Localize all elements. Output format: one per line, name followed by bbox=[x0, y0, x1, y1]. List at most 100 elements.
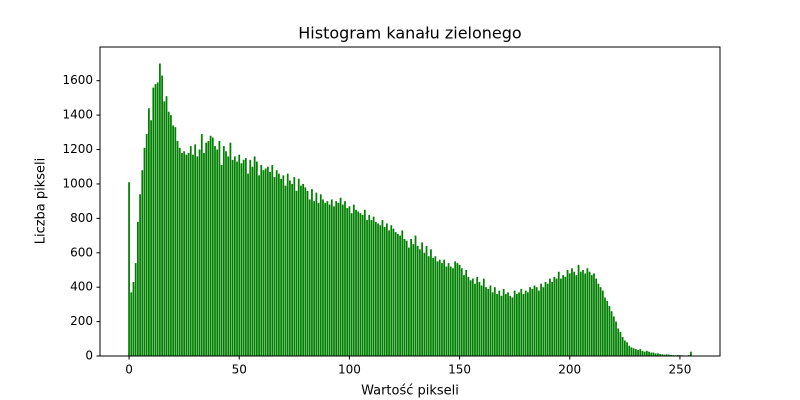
bar bbox=[189, 146, 192, 356]
bar bbox=[634, 349, 637, 356]
bar bbox=[322, 199, 324, 356]
bar bbox=[546, 283, 549, 356]
bar bbox=[313, 201, 316, 356]
bar bbox=[654, 353, 657, 356]
bar bbox=[240, 163, 243, 356]
x-tick-label: 150 bbox=[448, 363, 471, 377]
bar bbox=[273, 177, 276, 356]
bar bbox=[385, 223, 388, 356]
bar bbox=[381, 220, 384, 356]
bar bbox=[236, 161, 238, 356]
bar bbox=[564, 276, 567, 356]
bar bbox=[661, 354, 664, 356]
bar bbox=[432, 257, 435, 356]
bar bbox=[582, 269, 584, 356]
y-tick-label: 400 bbox=[70, 280, 93, 294]
bar bbox=[403, 239, 406, 356]
bar bbox=[141, 170, 144, 356]
bar bbox=[414, 235, 417, 356]
bar bbox=[163, 101, 166, 356]
bar bbox=[690, 351, 692, 356]
bar bbox=[300, 185, 302, 356]
y-tick-label: 600 bbox=[70, 245, 93, 259]
bar bbox=[626, 342, 628, 356]
bar bbox=[269, 171, 271, 356]
bar bbox=[584, 273, 587, 356]
bar bbox=[383, 226, 386, 356]
bar bbox=[599, 287, 602, 356]
bar bbox=[352, 204, 355, 356]
bar bbox=[652, 352, 655, 356]
bar bbox=[597, 283, 600, 356]
bar bbox=[476, 276, 479, 356]
bar bbox=[271, 165, 274, 356]
bar bbox=[185, 154, 188, 356]
bar bbox=[608, 306, 611, 356]
bar bbox=[474, 283, 476, 356]
bar bbox=[485, 287, 487, 356]
bar bbox=[355, 209, 357, 356]
bar bbox=[304, 187, 307, 356]
bar bbox=[520, 288, 523, 356]
bar bbox=[436, 261, 439, 356]
bar bbox=[341, 204, 344, 356]
bar bbox=[412, 244, 415, 356]
bar bbox=[577, 264, 580, 356]
bar bbox=[623, 340, 626, 356]
bar bbox=[489, 285, 492, 356]
bar bbox=[368, 214, 371, 356]
bar bbox=[612, 316, 615, 356]
bar bbox=[249, 159, 252, 356]
bar bbox=[284, 185, 287, 356]
bar bbox=[222, 146, 225, 356]
bar bbox=[238, 154, 241, 356]
bar bbox=[372, 216, 375, 356]
bar bbox=[500, 295, 503, 356]
bar bbox=[350, 213, 353, 356]
bar bbox=[645, 350, 648, 356]
bar bbox=[339, 197, 342, 356]
bar bbox=[478, 282, 481, 356]
bar bbox=[262, 170, 265, 356]
bar bbox=[560, 278, 562, 356]
bar bbox=[260, 165, 263, 356]
bar bbox=[306, 190, 309, 356]
bar bbox=[289, 180, 291, 356]
bar bbox=[253, 156, 256, 356]
bar bbox=[425, 245, 428, 356]
bar bbox=[430, 249, 432, 356]
bar bbox=[579, 271, 582, 356]
bar bbox=[324, 202, 327, 356]
bar bbox=[388, 230, 390, 356]
bar bbox=[370, 220, 373, 356]
bar bbox=[220, 165, 223, 356]
y-tick-label: 200 bbox=[70, 314, 93, 328]
bar bbox=[557, 271, 560, 356]
bar bbox=[275, 170, 278, 356]
bar bbox=[513, 290, 516, 356]
bar bbox=[344, 201, 346, 356]
bar bbox=[460, 268, 463, 356]
bar bbox=[555, 278, 558, 356]
y-tick-label: 1200 bbox=[62, 142, 93, 156]
bar bbox=[165, 96, 168, 356]
bar bbox=[302, 183, 305, 356]
bar bbox=[167, 111, 170, 356]
bar bbox=[471, 278, 474, 356]
bar bbox=[214, 146, 216, 356]
bar bbox=[456, 263, 459, 356]
bar bbox=[639, 349, 642, 356]
bar bbox=[615, 321, 617, 356]
bar bbox=[619, 331, 622, 356]
bar bbox=[628, 345, 631, 356]
bar bbox=[361, 214, 364, 356]
y-tick-label: 1000 bbox=[62, 176, 93, 190]
bar bbox=[394, 232, 397, 356]
bar bbox=[502, 288, 505, 356]
x-tick-label: 50 bbox=[232, 363, 247, 377]
bar bbox=[566, 269, 569, 356]
bar bbox=[663, 354, 666, 356]
bar bbox=[148, 108, 150, 356]
x-tick-label: 250 bbox=[668, 363, 691, 377]
